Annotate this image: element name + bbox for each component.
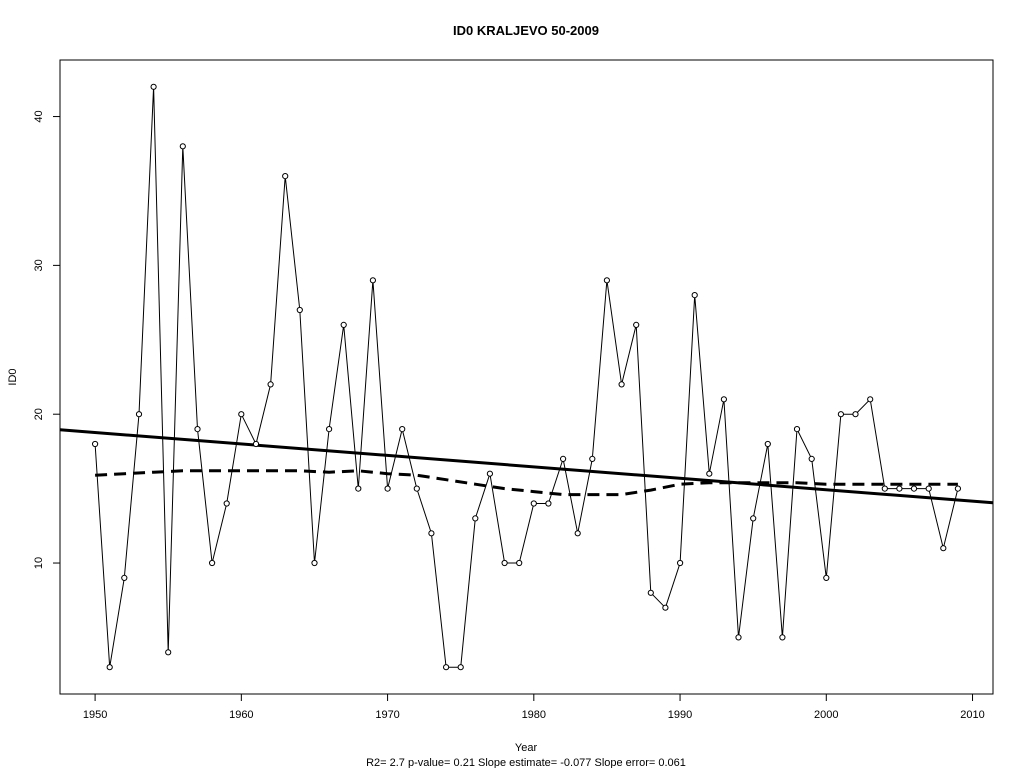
data-point xyxy=(750,515,757,522)
data-point xyxy=(150,83,157,90)
data-point xyxy=(135,411,143,418)
data-point xyxy=(355,485,362,492)
data-point xyxy=(472,515,479,522)
data-point xyxy=(881,485,888,492)
data-point xyxy=(384,485,391,492)
y-tick-label: 20 xyxy=(33,408,45,420)
data-point xyxy=(706,470,713,477)
y-tick-label: 40 xyxy=(33,110,45,122)
data-point xyxy=(399,426,406,433)
trend-line xyxy=(59,428,994,505)
series-layer xyxy=(59,83,994,671)
data-point xyxy=(194,426,201,433)
chart-title: ID0 KRALJEVO 50-2009 xyxy=(453,23,599,38)
data-point xyxy=(545,500,552,507)
x-tick-label: 1950 xyxy=(83,709,107,721)
x-tick-label: 1990 xyxy=(668,709,692,721)
data-point xyxy=(735,634,742,641)
data-point xyxy=(340,321,347,328)
data-point xyxy=(852,411,859,418)
stats-footer: R2= 2.7 p-value= 0.21 Slope estimate= -0… xyxy=(366,757,686,768)
data-point xyxy=(618,381,625,388)
data-point xyxy=(940,545,947,552)
data-point xyxy=(764,440,771,448)
data-point xyxy=(691,292,698,299)
data-point xyxy=(793,426,801,433)
data-point xyxy=(165,649,172,656)
data-point xyxy=(296,306,303,314)
x-tick-label: 1970 xyxy=(375,709,399,721)
data-point xyxy=(267,381,274,388)
data-point xyxy=(530,500,537,507)
x-axis: 1950 1960 1970 1980 1990 2000 2010 xyxy=(83,694,985,721)
data-point xyxy=(720,396,728,403)
data-point xyxy=(92,440,99,448)
data-point xyxy=(311,559,318,567)
data-point xyxy=(603,277,611,284)
data-point xyxy=(589,455,596,462)
y-tick-label: 10 xyxy=(33,557,45,569)
data-point xyxy=(574,530,581,537)
data-point xyxy=(369,277,376,284)
data-point xyxy=(954,485,962,492)
observed-series-line xyxy=(94,86,959,668)
data-point xyxy=(662,604,669,611)
x-tick-label: 1980 xyxy=(522,709,546,721)
data-point xyxy=(443,664,450,671)
data-point xyxy=(252,440,260,448)
data-point xyxy=(238,411,245,418)
y-axis-label: ID0 xyxy=(7,368,19,385)
data-point xyxy=(560,455,567,462)
data-point xyxy=(647,589,654,596)
x-axis-label: Year xyxy=(515,742,538,754)
data-point xyxy=(910,485,918,492)
data-point xyxy=(516,559,523,567)
data-point xyxy=(457,664,464,671)
data-point xyxy=(837,411,845,418)
data-point xyxy=(823,574,830,582)
data-point xyxy=(223,500,230,507)
data-point xyxy=(121,574,128,582)
data-point xyxy=(282,173,289,180)
y-tick-label: 30 xyxy=(33,259,45,271)
y-axis: 10 20 30 40 xyxy=(33,110,60,569)
data-point xyxy=(633,321,640,328)
data-point xyxy=(925,485,932,492)
data-point xyxy=(106,664,113,671)
data-point xyxy=(326,426,333,433)
data-point xyxy=(486,470,493,477)
data-point xyxy=(209,559,216,567)
x-tick-label: 2010 xyxy=(960,709,984,721)
data-point xyxy=(677,559,684,567)
smoothed-line xyxy=(95,469,958,497)
x-tick-label: 2000 xyxy=(814,709,838,721)
data-point xyxy=(501,559,508,567)
data-point xyxy=(779,634,786,641)
data-point xyxy=(179,143,186,150)
data-point xyxy=(428,530,435,537)
data-point xyxy=(867,396,874,403)
data-point xyxy=(896,485,903,492)
x-tick-label: 1960 xyxy=(229,709,253,721)
plot-area-frame xyxy=(59,59,994,695)
data-point xyxy=(808,455,815,462)
data-point xyxy=(413,485,420,492)
